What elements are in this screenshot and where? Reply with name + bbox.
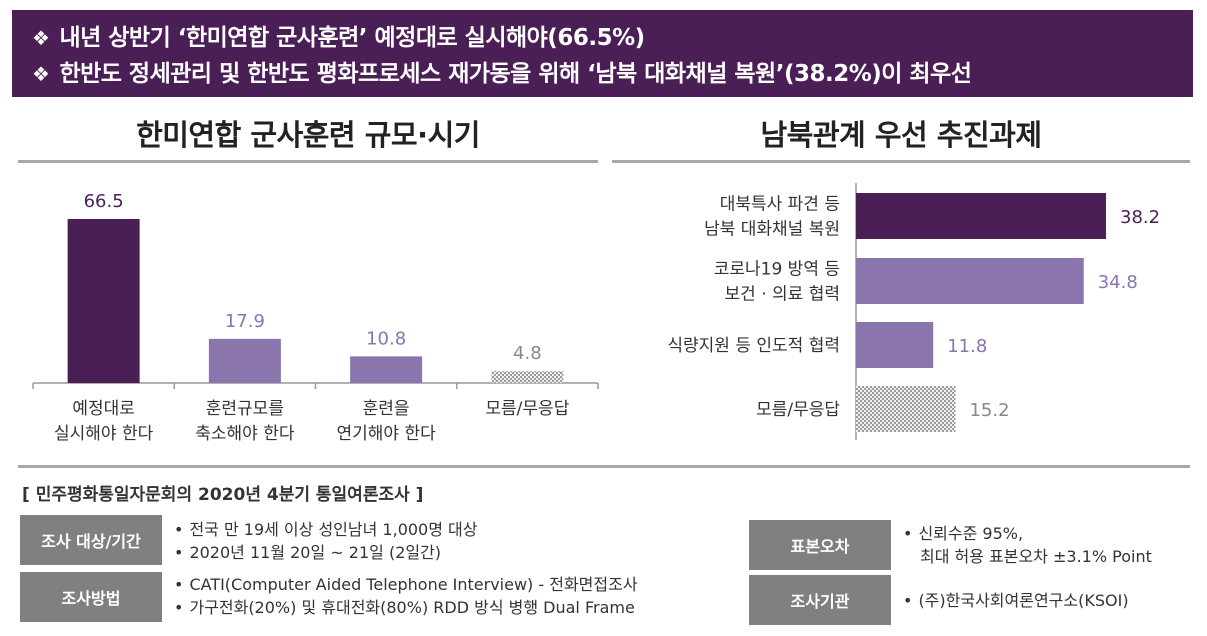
right-bar-value-label: 11.8: [947, 336, 987, 357]
bullet-icon: •: [903, 524, 913, 543]
left-chart-title: 한미연합 군사훈련 규모·시기: [136, 118, 480, 152]
target-line-2-text: 2020년 11월 20일 ~ 21일 (2일간): [189, 543, 442, 562]
header-line-2: ❖ 한반도 정세관리 및 한반도 평화프로세스 재가동을 위해 ‘남북 대화채널 …: [32, 56, 1193, 92]
error-line-1: • 신뢰수준 95%,: [903, 522, 1152, 545]
diamond-bullet-icon: ❖: [32, 62, 50, 86]
right-bar: [856, 386, 956, 432]
right-category-label: 식량지원 등 인도적 협력: [667, 336, 840, 356]
left-title-rule: [18, 160, 598, 163]
left-bar-value-label: 4.8: [513, 343, 542, 364]
method-label: 조사방법: [20, 572, 162, 622]
right-bar: [856, 258, 1084, 304]
left-category-label: 예정대로: [72, 399, 135, 419]
right-bar-value-label: 34.8: [1098, 272, 1138, 293]
info-section-rule: [18, 465, 1190, 468]
left-bar-value-label: 10.8: [366, 328, 406, 349]
bullet-icon: •: [174, 520, 184, 539]
org-line-1-text: (주)한국사회여론연구소(KSOI): [918, 591, 1129, 610]
right-category-label: 남북 대화채널 복원: [704, 220, 840, 240]
header-banner: ❖ 내년 상반기 ‘한미연합 군사훈련’ 예정대로 실시해야(66.5%) ❖ 한반…: [12, 10, 1193, 97]
right-bar-value-label: 15.2: [969, 400, 1009, 421]
target-line-1-text: 전국 만 19세 이상 성인남녀 1,000명 대상: [189, 520, 478, 539]
bullet-icon: •: [174, 598, 184, 617]
header-line-2-text: 한반도 정세관리 및 한반도 평화프로세스 재가동을 위해 ‘남북 대화채널 복…: [59, 61, 972, 87]
method-line-1-text: CATI(Computer Aided Telephone Interview)…: [189, 575, 638, 594]
diamond-bullet-icon: ❖: [32, 26, 50, 50]
right-category-label: 보건 · 의료 협력: [725, 285, 840, 305]
target-line-2: • 2020년 11월 20일 ~ 21일 (2일간): [174, 541, 477, 564]
bullet-icon: •: [174, 575, 184, 594]
target-label: 조사 대상/기간: [20, 515, 162, 565]
left-category-label: 훈련규모를: [206, 399, 284, 419]
right-bar-chart: 38.2 대북특사 파견 등남북 대화채널 복원 34.8 코로나19 방역 등보건 …: [667, 183, 1160, 440]
right-category-label: 모름/무응답: [756, 400, 840, 420]
right-title-rule: [612, 160, 1190, 163]
error-line-2: 최대 허용 표본오차 ±3.1% Point: [920, 547, 1152, 566]
target-info: • 전국 만 19세 이상 성인남녀 1,000명 대상 • 2020년 11월 2…: [174, 518, 477, 564]
right-chart-title: 남북관계 우선 추진과제: [760, 118, 1043, 152]
left-bar: [67, 219, 140, 383]
left-bar: [491, 371, 564, 383]
method-line-2: • 가구전화(20%) 및 휴대전화(80%) RDD 방식 병행 Dual Fr…: [174, 596, 638, 619]
left-bar-value-label: 17.9: [225, 311, 265, 332]
right-category-label: 대북특사 파견 등: [720, 195, 840, 215]
error-label: 표본오차: [749, 520, 891, 570]
bullet-icon: •: [174, 543, 184, 562]
left-category-label: 축소해야 한다: [195, 424, 295, 444]
left-bar: [350, 356, 423, 383]
target-line-1: • 전국 만 19세 이상 성인남녀 1,000명 대상: [174, 518, 477, 541]
left-bar: [208, 338, 281, 383]
error-info: • 신뢰수준 95%, 최대 허용 표본오차 ±3.1% Point: [903, 522, 1152, 568]
right-category-label: 코로나19 방역 등: [714, 260, 840, 280]
error-line-1-text: 신뢰수준 95%,: [918, 524, 1024, 543]
left-category-label: 훈련을: [363, 399, 410, 419]
method-info: • CATI(Computer Aided Telephone Interview…: [174, 573, 638, 619]
left-category-label: 연기해야 한다: [337, 424, 437, 444]
survey-title: [ 민주평화통일자문회의 2020년 4분기 통일여론조사 ]: [22, 485, 424, 505]
header-line-1: ❖ 내년 상반기 ‘한미연합 군사훈련’ 예정대로 실시해야(66.5%): [32, 20, 1193, 56]
method-line-2-text: 가구전화(20%) 및 휴대전화(80%) RDD 방식 병행 Dual Fra…: [189, 598, 635, 617]
org-label: 조사기관: [749, 575, 891, 625]
right-bar-value-label: 38.2: [1120, 207, 1160, 228]
org-info: • (주)한국사회여론연구소(KSOI): [903, 589, 1129, 612]
bullet-icon: •: [903, 591, 913, 610]
header-line-1-text: 내년 상반기 ‘한미연합 군사훈련’ 예정대로 실시해야(66.5%): [59, 25, 645, 51]
right-bar: [856, 322, 934, 368]
method-line-1: • CATI(Computer Aided Telephone Interview…: [174, 573, 638, 596]
left-category-label: 모름/무응답: [485, 399, 569, 419]
org-line-1: • (주)한국사회여론연구소(KSOI): [903, 589, 1129, 612]
left-bar-value-label: 66.5: [84, 191, 124, 212]
left-category-label: 실시해야 한다: [54, 424, 154, 444]
right-bar: [856, 193, 1106, 239]
